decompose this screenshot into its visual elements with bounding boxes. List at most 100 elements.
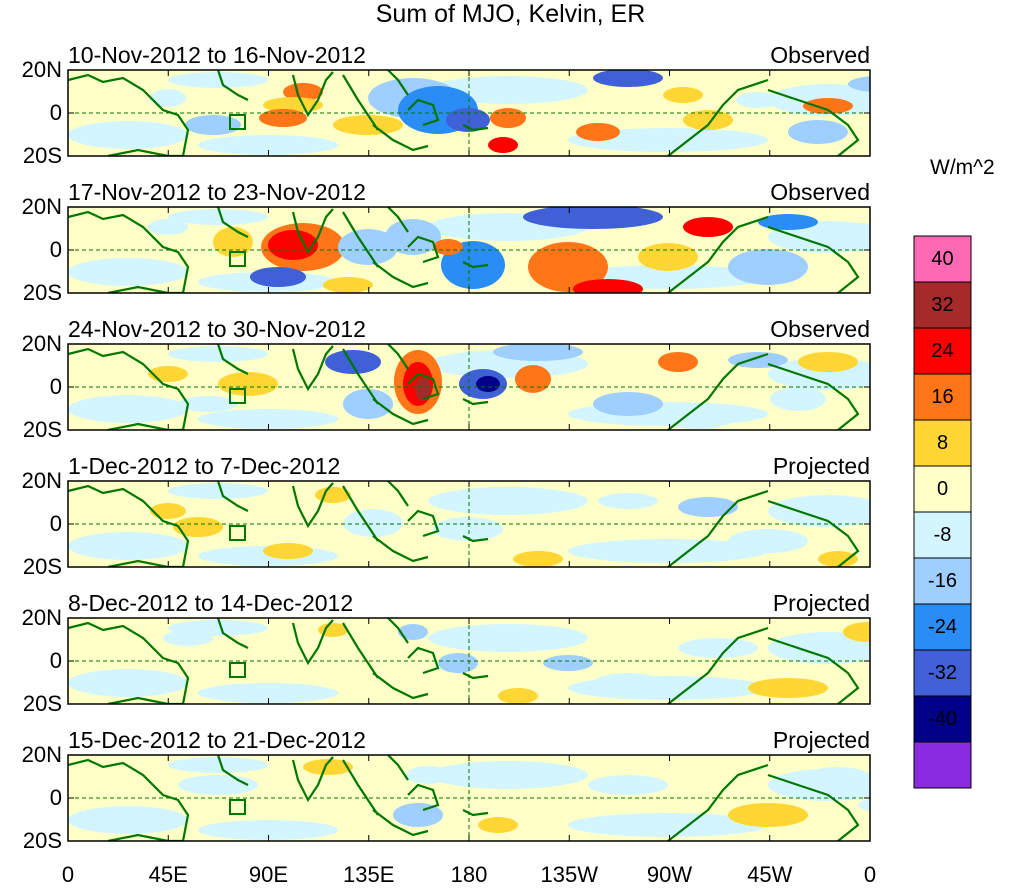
lat-label: 0 <box>49 374 62 399</box>
lat-label: 20N <box>21 331 62 356</box>
anomaly-contour <box>318 623 348 637</box>
coastline <box>291 71 334 118</box>
coastline <box>407 783 440 812</box>
anomaly-contour <box>593 673 663 693</box>
anomaly-contour <box>728 803 808 827</box>
anomaly-contour <box>433 517 503 541</box>
anomaly-contour <box>259 109 307 127</box>
colorbar-label: -8 <box>933 524 952 546</box>
coastline <box>372 672 429 700</box>
anomaly-contour <box>568 813 768 837</box>
lat-label: 20S <box>22 691 62 716</box>
region-box <box>229 388 246 404</box>
lon-label: 135E <box>343 862 395 887</box>
anomaly-contour <box>150 89 186 107</box>
anomaly-contour <box>728 352 788 368</box>
anomaly-contour <box>848 76 870 92</box>
coastline <box>667 215 769 293</box>
colorbar-label: 24 <box>931 340 954 362</box>
colorbar-label: -40 <box>928 708 957 730</box>
lat-label: 0 <box>49 785 62 810</box>
colorbar-swatch <box>913 695 972 743</box>
colorbar-label: -16 <box>928 570 957 592</box>
colorbar-swatch <box>913 741 972 789</box>
anomaly-contour <box>393 803 443 827</box>
region-box <box>229 799 246 815</box>
anomaly-contour <box>598 493 658 509</box>
coastline <box>767 499 860 567</box>
coastline <box>888 70 938 95</box>
anomaly-contour <box>576 123 620 141</box>
anomaly-contour <box>168 72 268 88</box>
coastline <box>407 235 440 264</box>
anomaly-contour <box>568 539 768 563</box>
anomaly-contour <box>185 115 241 135</box>
lat-label: 20S <box>22 143 62 168</box>
coastline <box>462 809 489 817</box>
anomaly-contour <box>263 543 313 559</box>
panel-date-range: 24-Nov-2012 to 30-Nov-2012 <box>68 316 366 342</box>
colorbar-label: 8 <box>936 432 949 454</box>
anomaly-contour <box>683 110 733 130</box>
lat-label: 0 <box>49 511 62 536</box>
map-panel-5 <box>67 617 871 705</box>
anomaly-contour <box>803 98 853 114</box>
anomaly-contour <box>573 279 643 293</box>
panel-date-range: 15-Dec-2012 to 21-Dec-2012 <box>68 727 366 753</box>
anomaly-contour <box>498 688 538 704</box>
coastline <box>68 347 190 430</box>
anomaly-contour <box>788 120 848 144</box>
lat-label: 20N <box>21 742 62 767</box>
anomaly-contour <box>283 83 323 101</box>
anomaly-contour <box>438 653 478 673</box>
coastline <box>767 225 860 293</box>
lat-label: 20S <box>22 554 62 579</box>
anomaly-contour <box>638 243 698 271</box>
anomaly-contour <box>415 377 431 401</box>
coastline <box>387 344 409 370</box>
anomaly-contour <box>315 487 351 503</box>
anomaly-contour <box>770 387 826 411</box>
coastline <box>342 622 379 679</box>
anomaly-contour <box>818 223 870 251</box>
anomaly-contour <box>728 529 808 553</box>
coastline <box>387 207 409 233</box>
anomaly-contour <box>493 344 583 361</box>
coastline <box>216 481 249 512</box>
coastline <box>216 70 249 101</box>
anomaly-contour <box>663 87 703 103</box>
anomaly-contour <box>163 630 213 646</box>
panel-type-label: Projected <box>772 453 870 479</box>
colorbar <box>913 235 972 789</box>
colorbar-swatch <box>913 419 972 467</box>
coastline <box>767 88 860 156</box>
anomaly-contour <box>528 242 608 292</box>
coastline <box>667 763 769 841</box>
anomaly-contour <box>808 767 868 783</box>
coastline <box>667 626 769 704</box>
anomaly-contour <box>173 517 223 537</box>
region-box <box>229 251 246 267</box>
anomaly-contour <box>878 483 918 499</box>
panel-type-label: Projected <box>772 727 870 753</box>
anomaly-contour <box>476 376 500 392</box>
anomaly-contour <box>758 214 818 230</box>
anomaly-contour <box>168 757 268 773</box>
coastline <box>216 207 249 238</box>
coastline <box>342 211 379 268</box>
coastline <box>372 398 429 426</box>
panel-type-label: Observed <box>770 316 870 342</box>
lon-label: 0 <box>863 862 877 887</box>
anomaly-contour <box>428 487 588 515</box>
panel-type-label: Projected <box>772 590 870 616</box>
lat-label: 0 <box>49 100 62 125</box>
lat-label: 20N <box>21 468 62 493</box>
anomaly-contour <box>198 820 338 840</box>
colorbar-label: 32 <box>931 294 954 316</box>
anomaly-contour <box>728 249 808 285</box>
anomaly-contour <box>678 638 758 658</box>
anomaly-contour <box>433 239 463 255</box>
anomaly-contour <box>490 108 526 128</box>
map-panel-6 <box>67 754 871 842</box>
colorbar-label: -24 <box>928 616 957 638</box>
